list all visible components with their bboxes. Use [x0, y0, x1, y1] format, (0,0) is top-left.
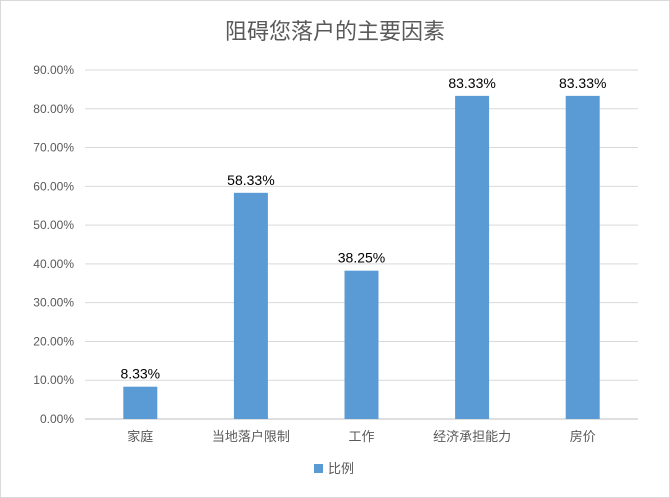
y-tick-label: 80.00%: [33, 102, 74, 116]
y-tick-label: 20.00%: [33, 334, 74, 348]
x-tick-label: 经济承担能力: [433, 430, 511, 445]
bar: [455, 95, 490, 419]
y-tick-label: 90.00%: [33, 63, 74, 77]
legend-swatch: [314, 464, 323, 473]
x-tick-label: 房价: [570, 429, 596, 445]
data-label: 83.33%: [448, 75, 495, 91]
y-tick-label: 60.00%: [33, 179, 74, 193]
bar: [344, 270, 379, 419]
y-tick-label: 70.00%: [33, 141, 74, 155]
data-label: 83.33%: [559, 75, 606, 91]
x-tick-label: 当地落户限制: [212, 429, 290, 445]
bar: [123, 386, 158, 419]
chart-title: 阻碍您落户的主要因素: [224, 20, 445, 45]
bar: [565, 95, 600, 419]
x-tick-label: 家庭: [127, 429, 153, 445]
data-label: 38.25%: [338, 250, 385, 266]
bar: [233, 192, 268, 419]
y-tick-label: 40.00%: [33, 257, 74, 271]
x-tick-label: 工作: [348, 430, 374, 445]
data-label: 58.33%: [227, 172, 274, 188]
y-tick-label: 30.00%: [33, 296, 74, 310]
y-tick-label: 50.00%: [33, 218, 74, 232]
legend-label: 比例: [328, 462, 354, 477]
y-tick-label: 0.00%: [40, 412, 74, 426]
data-label: 8.33%: [120, 366, 160, 382]
y-tick-label: 10.00%: [33, 373, 74, 387]
